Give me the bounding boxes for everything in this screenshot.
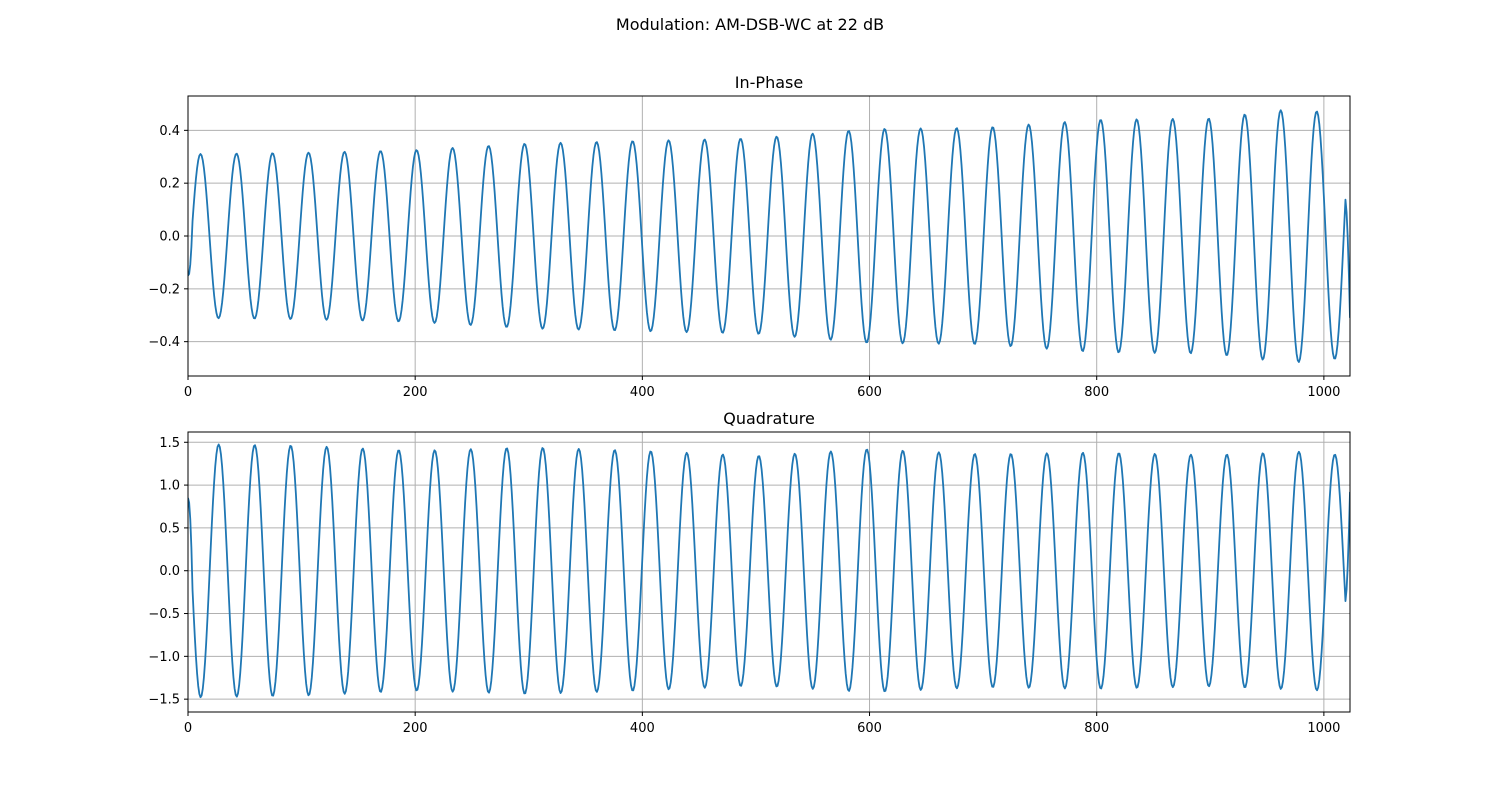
in-phase-x-tick-label: 800 bbox=[1084, 385, 1109, 400]
quadrature-y-tick-label: 1.5 bbox=[159, 436, 180, 451]
in-phase-title: In-Phase bbox=[735, 73, 803, 92]
in-phase-y-tick-label: 0.0 bbox=[159, 230, 180, 245]
figure-suptitle: Modulation: AM-DSB-WC at 22 dB bbox=[616, 15, 884, 34]
in-phase-x-tick-label: 1000 bbox=[1307, 385, 1340, 400]
quadrature-x-tick-label: 800 bbox=[1084, 721, 1109, 736]
quadrature-axes: 0 200 400 600 800 1000 −1.5 −1.0 −0.5 0.0 0.5 1.0 1.… bbox=[148, 409, 1350, 736]
quadrature-x-tick-label: 200 bbox=[403, 721, 428, 736]
quadrature-x-tick-label: 0 bbox=[184, 721, 192, 736]
quadrature-x-tick-label: 400 bbox=[630, 721, 655, 736]
quadrature-y-tick-label: −0.5 bbox=[148, 607, 180, 622]
in-phase-x-tick-label: 600 bbox=[857, 385, 882, 400]
in-phase-y-tick-label: 0.4 bbox=[159, 124, 180, 139]
quadrature-x-tick-label: 1000 bbox=[1307, 721, 1340, 736]
quadrature-title: Quadrature bbox=[723, 409, 815, 428]
in-phase-y-tick-label: 0.2 bbox=[159, 177, 180, 192]
quadrature-y-tick-label: 0.5 bbox=[159, 521, 180, 536]
quadrature-y-tick-label: −1.5 bbox=[148, 693, 180, 708]
in-phase-axes: 0 200 400 600 800 1000 −0.4 −0.2 0.0 0.2 0.4 In-Pha… bbox=[148, 73, 1350, 400]
quadrature-y-tick-label: 1.0 bbox=[159, 479, 180, 494]
in-phase-x-tick-label: 200 bbox=[403, 385, 428, 400]
quadrature-y-tick-label: −1.0 bbox=[148, 650, 180, 665]
in-phase-x-tick-label: 0 bbox=[184, 385, 192, 400]
quadrature-x-tick-label: 600 bbox=[857, 721, 882, 736]
in-phase-x-tick-label: 400 bbox=[630, 385, 655, 400]
quadrature-y-tick-label: 0.0 bbox=[159, 564, 180, 579]
in-phase-y-tick-label: −0.2 bbox=[148, 282, 180, 297]
in-phase-y-tick-label: −0.4 bbox=[148, 335, 180, 350]
